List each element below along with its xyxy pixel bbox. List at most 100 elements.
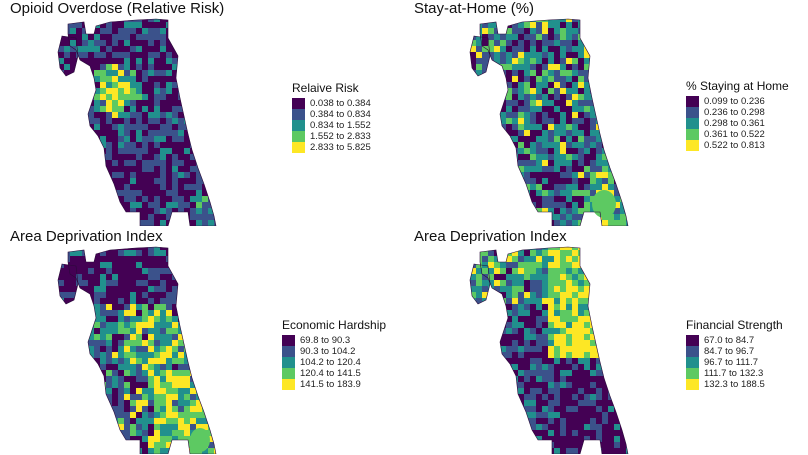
map-tract xyxy=(602,118,608,124)
map-tract xyxy=(220,148,226,154)
map-tract xyxy=(530,442,536,448)
map-tract xyxy=(554,184,560,190)
map-tract xyxy=(560,340,566,346)
map-tract xyxy=(106,52,112,58)
map-tract xyxy=(518,382,524,388)
map-tract xyxy=(476,424,482,430)
map-tract xyxy=(614,124,620,130)
map-tract xyxy=(614,154,620,160)
map-tract xyxy=(190,448,196,454)
map-tract xyxy=(512,340,518,346)
map-tract xyxy=(142,46,148,52)
map-tract xyxy=(100,214,106,220)
map-tract xyxy=(482,46,488,52)
map-tract xyxy=(208,268,214,274)
map-tract xyxy=(94,190,100,196)
map-tract xyxy=(214,436,216,442)
map-tract xyxy=(94,448,100,454)
map-tract xyxy=(172,82,178,88)
map-tract xyxy=(112,214,118,220)
map-tract xyxy=(500,19,506,22)
map-tract xyxy=(524,268,530,274)
map-tract xyxy=(142,76,148,82)
map-tract xyxy=(524,82,530,88)
map-tract xyxy=(536,442,542,448)
map-tract xyxy=(184,28,190,34)
map-tract xyxy=(124,430,130,436)
map-tract xyxy=(184,376,190,382)
map-tract xyxy=(626,58,628,64)
map-tract xyxy=(590,118,596,124)
map-tract xyxy=(190,202,196,208)
map-tract xyxy=(124,274,130,280)
map-tract xyxy=(88,214,94,220)
map-tract xyxy=(584,64,590,70)
map-tract xyxy=(220,382,226,388)
map-tract xyxy=(512,64,518,70)
map-tract xyxy=(214,130,216,136)
map-tract xyxy=(202,316,208,322)
map-tract xyxy=(130,178,136,184)
map-tract xyxy=(226,76,230,82)
map-tract xyxy=(554,178,560,184)
map-tract xyxy=(500,400,506,406)
map-tract xyxy=(638,316,642,322)
map-tract xyxy=(208,106,214,112)
map-tract xyxy=(470,100,476,106)
map-tract xyxy=(488,256,494,262)
map-tract xyxy=(94,400,100,406)
map-tract xyxy=(596,106,602,112)
map-tract xyxy=(572,298,578,304)
map-tract xyxy=(560,430,566,436)
map-tract xyxy=(542,52,548,58)
map-tract xyxy=(464,148,470,154)
map-tract xyxy=(190,268,196,274)
map-tract xyxy=(470,52,476,58)
map-tract xyxy=(452,328,458,334)
map-tract xyxy=(452,268,458,274)
map-tract xyxy=(82,382,88,388)
map-tract xyxy=(578,280,584,286)
panel-opioid-overdose: Opioid Overdose (Relative Risk) Relaive … xyxy=(0,0,404,227)
map-tract xyxy=(614,172,620,178)
map-tract xyxy=(518,166,524,172)
map-tract xyxy=(464,58,470,64)
map-tract xyxy=(572,22,578,28)
map-tract xyxy=(608,436,614,442)
map-tract xyxy=(100,370,106,376)
map-tract xyxy=(220,118,226,124)
map-tract xyxy=(94,142,100,148)
map-tract xyxy=(58,364,64,370)
map-tract xyxy=(184,256,190,262)
map-tract xyxy=(142,442,148,448)
map-tract xyxy=(46,64,52,70)
map-tract xyxy=(554,382,560,388)
map-tract xyxy=(40,136,46,142)
map-tract xyxy=(70,70,76,76)
map-tract xyxy=(214,286,216,292)
map-tract xyxy=(52,286,58,292)
map-tract xyxy=(190,136,196,142)
map-tract xyxy=(512,118,518,124)
map-tract xyxy=(100,34,106,40)
map-tract xyxy=(190,64,196,70)
map-tract xyxy=(52,394,58,400)
map-tract xyxy=(178,280,184,286)
map-tract xyxy=(494,406,500,412)
map-tract xyxy=(638,130,642,136)
map-tract xyxy=(76,190,82,196)
map-tract xyxy=(512,40,518,46)
map-tract xyxy=(560,412,566,418)
map-tract xyxy=(560,100,566,106)
map-tract xyxy=(506,316,512,322)
map-tract xyxy=(500,196,506,202)
map-tract xyxy=(452,106,458,112)
map-tract xyxy=(464,16,470,22)
map-tract xyxy=(58,142,64,148)
map-tract xyxy=(494,112,500,118)
map-tract xyxy=(560,316,566,322)
map-tract xyxy=(476,256,482,262)
map-tract xyxy=(46,358,52,364)
map-tract xyxy=(70,274,76,280)
map-tract xyxy=(118,442,124,448)
